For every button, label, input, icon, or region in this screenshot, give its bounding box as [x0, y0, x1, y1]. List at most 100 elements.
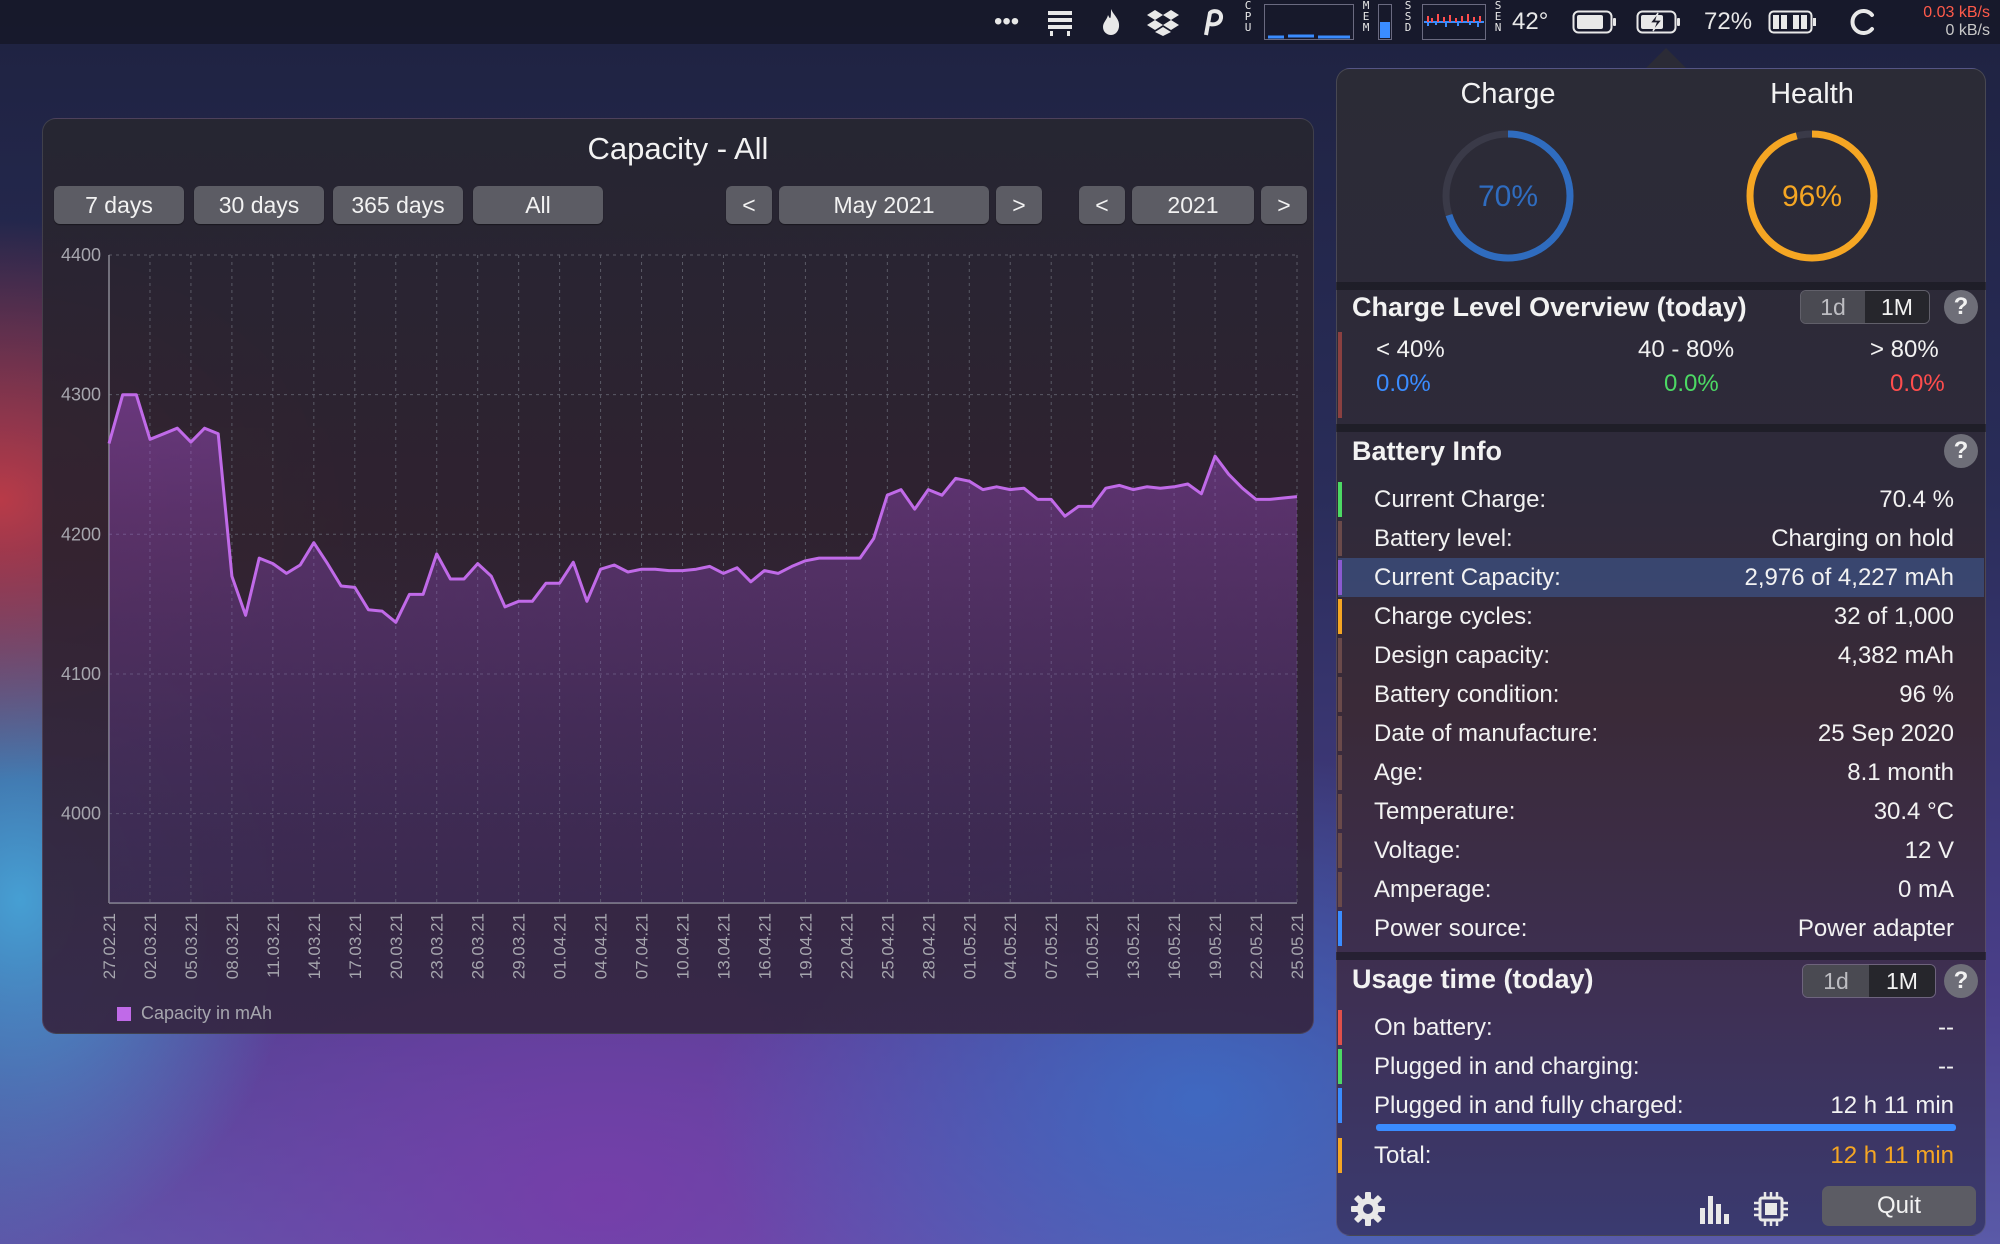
year-next-button[interactable]: > — [1261, 186, 1307, 224]
month-prev-button[interactable]: < — [726, 186, 772, 224]
row-color-bar — [1338, 755, 1342, 790]
info-row-label: Current Capacity: — [1374, 563, 1561, 591]
temperature-readout[interactable]: 42° — [1512, 8, 1549, 35]
battery-percent[interactable]: 72% — [1704, 8, 1753, 35]
bar-chart-icon[interactable] — [1698, 1190, 1734, 1231]
health-gauge-arc — [1746, 130, 1878, 262]
battery-charging-icon[interactable] — [1636, 0, 1682, 44]
usage-total-label: Total: — [1374, 1141, 1432, 1169]
year-prev-button[interactable]: < — [1079, 186, 1125, 224]
quit-button[interactable]: Quit — [1822, 1186, 1976, 1226]
chart-title: Capacity - All — [587, 131, 769, 166]
x-tick-label: 17.03.21 — [346, 913, 365, 979]
range-7-days-button[interactable]: 7 days — [54, 186, 184, 224]
x-tick-label: 10.05.21 — [1083, 913, 1102, 979]
range-all-button[interactable]: All — [473, 186, 603, 224]
info-row-label: Power source: — [1374, 914, 1528, 942]
chip-icon[interactable] — [1752, 1190, 1790, 1233]
level-low-label: < 40% — [1376, 336, 1445, 363]
flame-icon[interactable] — [1100, 0, 1122, 44]
info-row: On battery: -- — [1338, 1008, 1984, 1047]
info-row: Date of manufacture: 25 Sep 2020 — [1338, 714, 1984, 753]
row-color-bar — [1338, 560, 1342, 595]
section-divider — [1336, 282, 1986, 290]
row-color-bar — [1338, 677, 1342, 712]
battery-icon[interactable] — [1572, 0, 1618, 44]
capacity-chart[interactable]: 4000 4100 4200 4300 4400 27.02.21 02.03.21 05.0… — [43, 119, 1314, 1034]
overview-side-bar — [1338, 332, 1342, 418]
level-mid-label: 40 - 80% — [1638, 336, 1735, 363]
usage-period-toggle[interactable]: 1d 1M — [1802, 964, 1936, 998]
parking-icon[interactable] — [1200, 0, 1224, 44]
range-365-days-button[interactable]: 365 days — [333, 186, 463, 224]
cpu-graph[interactable] — [1264, 0, 1354, 44]
row-color-bar — [1338, 716, 1342, 751]
x-tick-label: 04.05.21 — [1001, 913, 1020, 979]
row-color-bar — [1338, 833, 1342, 868]
x-tick-label: 27.02.21 — [100, 913, 119, 979]
month-next-button[interactable]: > — [996, 186, 1042, 224]
info-row-value: Charging on hold — [1771, 524, 1954, 552]
battery-info-help-button[interactable]: ? — [1944, 434, 1978, 468]
info-row-label: Design capacity: — [1374, 641, 1551, 669]
net-download: 0 kB/s — [1945, 22, 1990, 39]
info-row-label: Age: — [1374, 758, 1424, 786]
usage-1m-toggle[interactable]: 1M — [1869, 965, 1935, 997]
info-row: Plugged in and charging: -- — [1338, 1047, 1984, 1086]
info-row-value: -- — [1938, 1013, 1954, 1041]
usage-1d-toggle[interactable]: 1d — [1803, 965, 1869, 997]
sync-icon[interactable] — [1848, 0, 1878, 44]
usage-help-button[interactable]: ? — [1944, 964, 1978, 998]
year-selector[interactable]: 2021 — [1132, 186, 1254, 224]
x-tick-label: 05.03.21 — [182, 913, 201, 979]
info-row-label: Date of manufacture: — [1374, 719, 1599, 747]
info-row-label: Current Charge: — [1374, 485, 1547, 513]
chart-legend: Capacity in mAh — [117, 1003, 272, 1024]
info-row-value: 12 V — [1904, 836, 1954, 864]
x-tick-label: 04.04.21 — [592, 913, 611, 979]
section-divider — [1336, 424, 1986, 432]
info-row: Battery condition: 96 % — [1338, 675, 1984, 714]
x-tick-label: 07.04.21 — [633, 913, 652, 979]
info-row-value: 4,382 mAh — [1837, 641, 1954, 669]
overview-help-button[interactable]: ? — [1944, 290, 1978, 324]
row-color-bar — [1338, 911, 1342, 946]
gear-icon[interactable] — [1350, 1191, 1386, 1232]
network-speed[interactable]: 0.03 kB/s 0 kB/s — [1923, 4, 1990, 40]
info-row-label: Plugged in and charging: — [1374, 1052, 1640, 1080]
info-row-label: Voltage: — [1374, 836, 1461, 864]
x-tick-label: 19.04.21 — [796, 913, 815, 979]
overview-1d-toggle[interactable]: 1d — [1801, 291, 1865, 323]
keyboard-icon[interactable] — [1046, 0, 1074, 44]
dropbox-icon[interactable] — [1146, 0, 1180, 44]
level-low-value: 0.0% — [1376, 370, 1431, 397]
info-row: Plugged in and fully charged: 12 h 11 min — [1338, 1086, 1984, 1125]
month-selector[interactable]: May 2021 — [779, 186, 989, 224]
info-row-value: 70.4 % — [1879, 485, 1954, 513]
memory-bar[interactable] — [1378, 0, 1392, 44]
x-tick-label: 22.04.21 — [837, 913, 856, 979]
info-row-label: On battery: — [1374, 1013, 1493, 1041]
health-gauge — [1746, 130, 1878, 262]
info-row: Battery level: Charging on hold — [1338, 519, 1984, 558]
x-tick-label: 29.03.21 — [510, 913, 529, 979]
x-tick-label: 01.05.21 — [960, 913, 979, 979]
more-icon[interactable]: ••• — [994, 8, 1020, 35]
info-row: Design capacity: 4,382 mAh — [1338, 636, 1984, 675]
range-30-days-button[interactable]: 30 days — [194, 186, 324, 224]
x-tick-label: 13.05.21 — [1124, 913, 1143, 979]
row-color-bar — [1338, 1049, 1342, 1084]
battery-plug-icon[interactable] — [1768, 0, 1818, 44]
capacity-area — [109, 394, 1297, 903]
legend-swatch — [117, 1006, 131, 1021]
info-row: Amperage: 0 mA — [1338, 870, 1984, 909]
ssd-graph[interactable] — [1422, 0, 1486, 44]
row-color-bar — [1338, 872, 1342, 907]
overview-1m-toggle[interactable]: 1M — [1865, 291, 1929, 323]
overview-period-toggle[interactable]: 1d 1M — [1800, 290, 1930, 324]
row-color-bar — [1338, 1088, 1342, 1123]
